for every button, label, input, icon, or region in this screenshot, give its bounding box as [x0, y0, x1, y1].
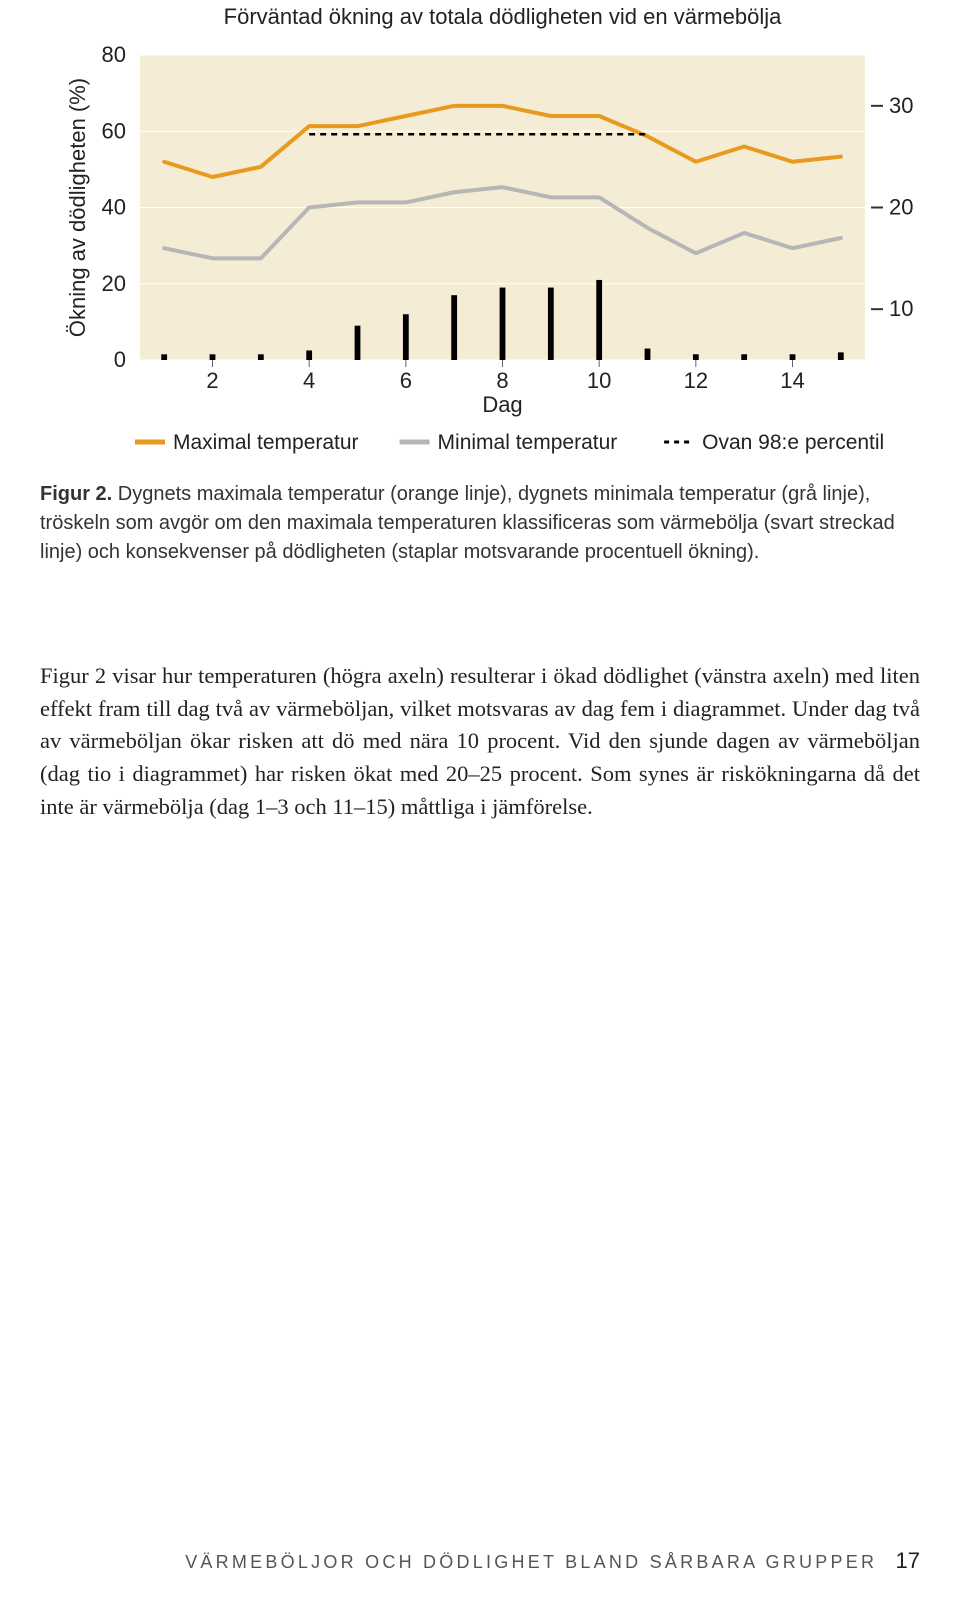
svg-text:Maximal temperatur: Maximal temperatur	[173, 431, 359, 454]
body-paragraph: Figur 2 visar hur temperaturen (högra ax…	[40, 660, 920, 823]
svg-text:Ovan 98:e percentil: Ovan 98:e percentil	[702, 431, 884, 454]
footer-page-number: 17	[896, 1548, 920, 1573]
svg-text:4: 4	[303, 368, 315, 393]
svg-text:20: 20	[889, 195, 913, 220]
figure-2-chart: Förväntad ökning av totala dödligheten v…	[40, 0, 920, 460]
svg-text:12: 12	[684, 368, 708, 393]
svg-text:20: 20	[102, 271, 126, 296]
svg-text:60: 60	[102, 118, 126, 143]
figure-2-caption: Figur 2. Dygnets maximala temperatur (or…	[40, 480, 920, 567]
running-footer: VÄRMEBÖLJOR OCH DÖDLIGHET BLAND SÅRBARA …	[185, 1548, 920, 1574]
footer-running-title: VÄRMEBÖLJOR OCH DÖDLIGHET BLAND SÅRBARA …	[185, 1552, 877, 1572]
svg-text:10: 10	[587, 368, 611, 393]
svg-text:6: 6	[400, 368, 412, 393]
svg-text:0: 0	[114, 347, 126, 372]
svg-text:40: 40	[102, 195, 126, 220]
svg-text:30: 30	[889, 93, 913, 118]
svg-text:10: 10	[889, 296, 913, 321]
svg-text:80: 80	[102, 42, 126, 67]
svg-text:14: 14	[780, 368, 804, 393]
caption-label: Figur 2.	[40, 483, 112, 505]
svg-text:Ökning av dödligheten (%): Ökning av dödligheten (%)	[65, 78, 90, 337]
chart-svg: Förväntad ökning av totala dödligheten v…	[40, 0, 920, 455]
svg-text:Dag: Dag	[482, 392, 522, 417]
svg-text:Förväntad ökning av totala död: Förväntad ökning av totala dödligheten v…	[224, 4, 782, 29]
svg-text:2: 2	[206, 368, 218, 393]
body-text: Figur 2 visar hur temperaturen (högra ax…	[40, 663, 920, 819]
caption-text: Dygnets maximala temperatur (orange linj…	[40, 483, 895, 563]
svg-text:Minimal temperatur: Minimal temperatur	[438, 431, 618, 454]
svg-text:8: 8	[496, 368, 508, 393]
